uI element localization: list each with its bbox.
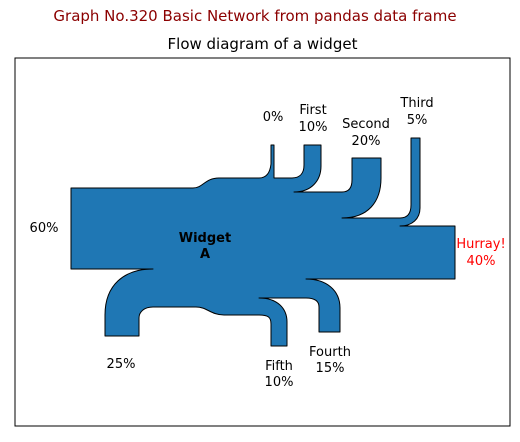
flow-label-fifth-value: 10% bbox=[265, 375, 294, 390]
flow-label-third-name: Third bbox=[399, 96, 433, 111]
center-label-line1: Widget bbox=[179, 231, 231, 246]
flow-label-second-name: Second bbox=[342, 117, 390, 132]
flow-label-fourth-name: Fourth bbox=[309, 345, 351, 360]
flow-label-fourth-value: 15% bbox=[316, 361, 345, 376]
flow-label-second-value: 20% bbox=[352, 134, 381, 149]
flow-label-hurray-value: 40% bbox=[467, 254, 496, 269]
axes-frame bbox=[14, 57, 511, 427]
flow-label-hurray-name: Hurray! bbox=[456, 237, 505, 252]
sankey-flow-body bbox=[70, 137, 456, 347]
flow-label-0: 0% bbox=[263, 110, 284, 125]
flow-label-25: 25% bbox=[107, 357, 136, 372]
flow-label-60: 60% bbox=[30, 221, 59, 236]
flow-label-third-value: 5% bbox=[407, 113, 428, 128]
center-label-line2: A bbox=[200, 247, 210, 262]
flow-label-first-name: First bbox=[299, 103, 326, 118]
flow-label-fifth-name: Fifth bbox=[265, 359, 293, 374]
chart-title: Flow diagram of a widget bbox=[167, 35, 358, 53]
flow-label-first-value: 10% bbox=[299, 120, 328, 135]
figure-suptitle: Graph No.320 Basic Network from pandas d… bbox=[53, 7, 457, 25]
